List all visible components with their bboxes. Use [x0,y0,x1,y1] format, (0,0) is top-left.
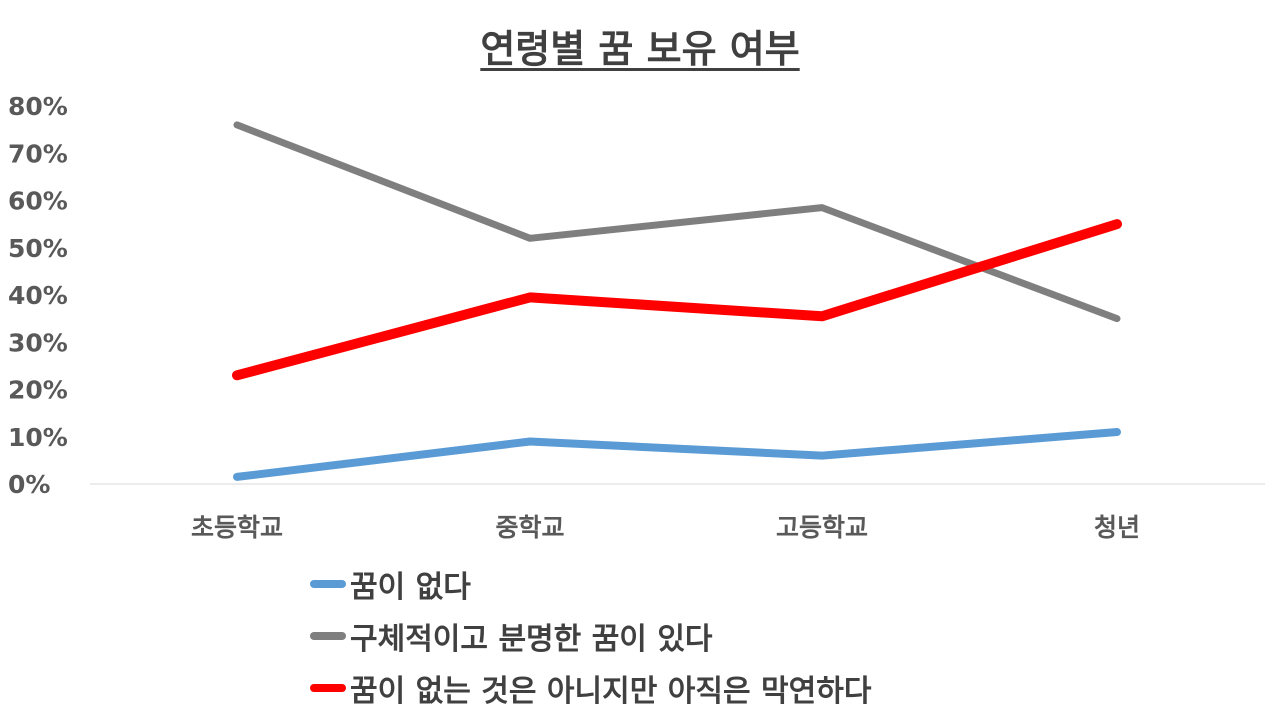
series-line-vague-dream [232,219,1122,381]
y-tick-label: 80% [8,92,68,121]
series-line-clear-dream [233,121,1121,323]
legend: 꿈이 없다 구체적이고 분명한 꿈이 있다 꿈이 없는 것은 아니지만 아직은 … [310,558,871,714]
y-tick-label: 30% [8,328,68,357]
y-tick-label: 60% [8,187,68,216]
x-category-label: 청년 [1094,513,1140,542]
y-tick-label: 70% [8,139,68,168]
y-tick-label: 40% [8,281,68,310]
x-category-label: 중학교 [495,513,564,542]
x-category-label: 초등학교 [191,513,283,542]
series-lines [232,121,1122,481]
x-category-label: 고등학교 [776,513,868,542]
y-axis-tick-labels: 0% 10% 20% 30% 40% 50% 60% 70% 80% [8,92,68,499]
legend-item-vague-dream: 꿈이 없는 것은 아니지만 아직은 막연하다 [310,662,871,714]
legend-swatch-vague-dream [310,684,346,692]
series-line-no-dream [233,428,1121,481]
y-tick-label: 20% [8,376,68,405]
legend-swatch-clear-dream [310,632,346,640]
y-tick-label: 0% [8,470,50,499]
legend-label-no-dream: 꿈이 없다 [350,570,471,605]
legend-item-no-dream: 꿈이 없다 [310,558,871,610]
legend-item-clear-dream: 구체적이고 분명한 꿈이 있다 [310,610,871,662]
x-axis-category-labels: 초등학교 중학교 고등학교 청년 [191,513,1140,542]
legend-label-clear-dream: 구체적이고 분명한 꿈이 있다 [350,622,713,657]
legend-label-vague-dream: 꿈이 없는 것은 아니지만 아직은 막연하다 [350,674,872,709]
legend-swatch-no-dream [310,580,346,588]
y-tick-label: 50% [8,234,68,263]
chart-title: 연령별 꿈 보유 여부 [480,27,800,71]
y-tick-label: 10% [8,423,68,452]
